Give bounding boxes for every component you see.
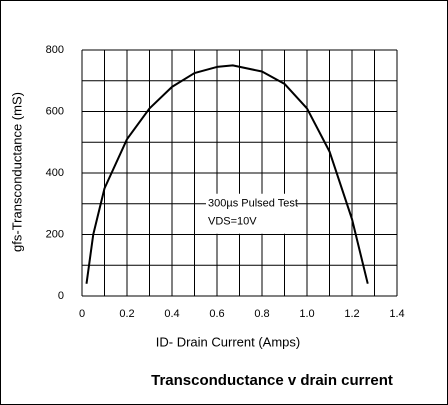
y-tick-label: 200 (46, 228, 64, 240)
y-axis-label: gfs-Transconductance (mS) (9, 92, 24, 252)
y-tick-label: 600 (46, 105, 64, 117)
chart-title: Transconductance v drain current (151, 372, 393, 389)
x-tick-label: 1.4 (389, 308, 404, 320)
x-tick-label: 0.4 (164, 308, 179, 320)
y-tick-label: 800 (46, 44, 64, 56)
x-tick-label: 0.6 (209, 308, 224, 320)
y-tick-label: 400 (46, 167, 64, 179)
line-series (85, 64, 369, 284)
x-tick-label: 0 (79, 308, 85, 320)
x-tick-label: 0.2 (119, 308, 134, 320)
x-tick-label: 1.0 (299, 308, 314, 320)
y-tick-label: 0 (58, 290, 64, 302)
x-tick-label: 1.2 (344, 308, 359, 320)
annotation: 300µs Pulsed Test (208, 198, 298, 210)
annotation-box (206, 193, 296, 234)
annotation: VDS=10V (208, 216, 257, 228)
x-tick-label: 0.8 (254, 308, 269, 320)
x-axis-label: ID- Drain Current (Amps) (156, 334, 300, 349)
